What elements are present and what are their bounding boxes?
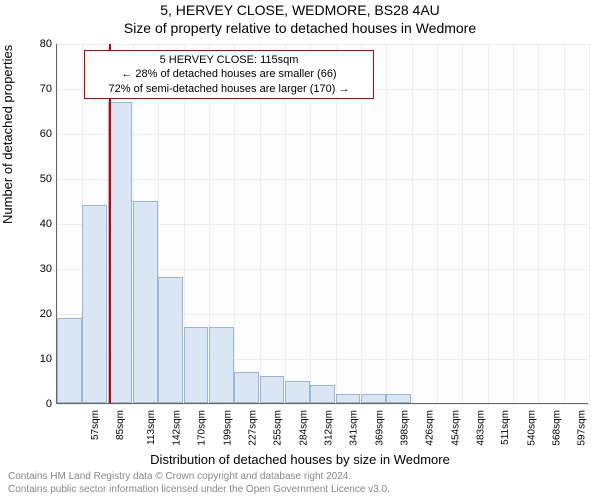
x-tick: 341sqm	[349, 410, 360, 446]
footer-attribution: Contains HM Land Registry data © Crown c…	[8, 471, 390, 496]
x-tick: 57sqm	[90, 410, 101, 440]
annot-line1: 5 HERVEY CLOSE: 115sqm	[91, 53, 367, 67]
histogram-bar	[209, 327, 234, 404]
y-tick: 80	[40, 38, 52, 50]
y-tick: 40	[40, 218, 52, 230]
x-tick: 113sqm	[146, 410, 157, 445]
x-tick: 85sqm	[115, 410, 126, 440]
y-axis-label: Number of detached properties	[0, 45, 15, 224]
x-tick: 227sqm	[248, 410, 259, 446]
x-tick: 142sqm	[172, 410, 183, 446]
y-tick: 0	[46, 398, 52, 410]
gridline-h	[57, 44, 588, 45]
gridline-h	[57, 179, 588, 180]
annot-line3: 72% of semi-detached houses are larger (…	[91, 82, 367, 96]
gridline-v	[412, 44, 413, 403]
page-title-desc: Size of property relative to detached ho…	[0, 20, 600, 36]
histogram-bar	[234, 372, 259, 404]
histogram-bar	[108, 102, 133, 404]
x-tick: 170sqm	[197, 410, 208, 446]
histogram-bar	[285, 381, 310, 404]
annot-line2: ← 28% of detached houses are smaller (66…	[91, 67, 367, 81]
histogram-bar	[310, 385, 335, 403]
histogram-bar	[361, 394, 386, 403]
x-tick: 597sqm	[577, 410, 588, 446]
gridline-v	[538, 44, 539, 403]
footer-line2: Contains public sector information licen…	[8, 484, 390, 495]
x-tick: 540sqm	[526, 410, 537, 446]
y-tick: 60	[40, 128, 52, 140]
x-tick: 454sqm	[450, 410, 461, 446]
histogram-bar	[184, 327, 209, 404]
y-tick: 70	[40, 83, 52, 95]
histogram-bar	[260, 376, 285, 403]
footer-line1: Contains HM Land Registry data © Crown c…	[8, 471, 351, 482]
reference-annotation: 5 HERVEY CLOSE: 115sqm← 28% of detached …	[84, 50, 374, 99]
x-tick: 255sqm	[273, 410, 284, 446]
gridline-v	[513, 44, 514, 403]
gridline-h	[57, 134, 588, 135]
gridline-v	[564, 44, 565, 403]
gridline-v	[437, 44, 438, 403]
gridline-v	[488, 44, 489, 403]
x-tick: 199sqm	[222, 410, 233, 446]
x-tick: 369sqm	[374, 410, 385, 446]
gridline-v	[386, 44, 387, 403]
x-tick: 511sqm	[500, 410, 511, 445]
histogram-bar	[336, 394, 361, 403]
x-tick: 284sqm	[298, 410, 309, 446]
x-tick: 312sqm	[324, 410, 335, 446]
histogram-bar	[57, 318, 82, 404]
histogram-bar	[82, 205, 107, 403]
y-tick: 20	[40, 308, 52, 320]
histogram-bar	[158, 277, 183, 403]
gridline-v	[462, 44, 463, 403]
x-tick: 398sqm	[400, 410, 411, 446]
x-tick: 568sqm	[552, 410, 563, 446]
histogram-bar	[133, 201, 158, 404]
y-tick: 30	[40, 263, 52, 275]
x-tick: 426sqm	[425, 410, 436, 446]
y-tick: 10	[40, 353, 52, 365]
gridline-v	[589, 44, 590, 403]
x-axis-label: Distribution of detached houses by size …	[0, 452, 600, 467]
page-title-address: 5, HERVEY CLOSE, WEDMORE, BS28 4AU	[0, 2, 600, 18]
histogram-bar	[386, 394, 411, 403]
x-tick: 483sqm	[476, 410, 487, 446]
gridline-h	[57, 404, 588, 405]
y-tick: 50	[40, 173, 52, 185]
